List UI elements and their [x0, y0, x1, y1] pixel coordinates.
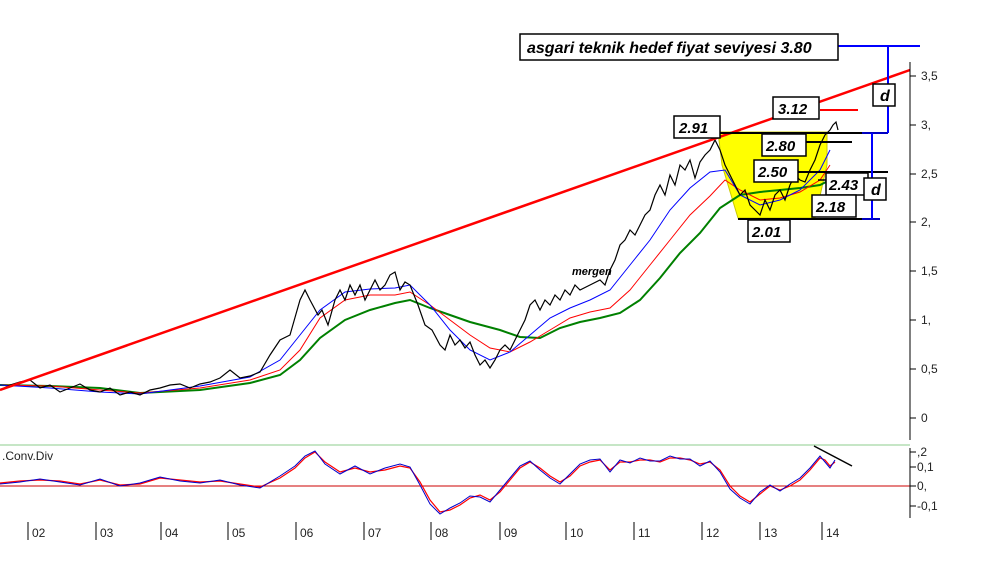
y-tick-label: 3, — [921, 118, 931, 132]
label-d-lower: d — [871, 182, 882, 199]
y-tick-label: 2,5 — [921, 167, 938, 181]
label-d-upper: d — [880, 88, 891, 105]
label-box-3-12: 3.12 — [772, 96, 820, 120]
x-tick-label: 12 — [706, 526, 720, 540]
y-tick-label: 3,5 — [921, 69, 938, 83]
label-box-2-80: 2.80 — [761, 133, 807, 157]
x-tick-label: 06 — [300, 526, 314, 540]
divergence-line — [813, 445, 853, 467]
x-tick-label: 07 — [368, 526, 382, 540]
x-axis — [0, 519, 910, 540]
oscillator-macd — [0, 450, 836, 515]
watermark-mergen: mergen — [572, 266, 612, 278]
oscillator-y-tick-label: ,2 — [917, 445, 927, 459]
target-label: asgari teknik hedef fiyat seviyesi 3.80 — [527, 40, 812, 57]
x-tick-label: 09 — [504, 526, 518, 540]
x-tick-label: 11 — [638, 526, 651, 540]
label-box-d-lower: d — [863, 177, 887, 201]
oscillator-y-tick-label: 0, — [917, 479, 927, 493]
label-2-18: 2.18 — [815, 199, 846, 216]
moving-average-mid — [0, 164, 831, 394]
price-series — [0, 120, 839, 396]
label-2-43: 2.43 — [828, 177, 859, 194]
x-tick-label: 13 — [764, 526, 778, 540]
moving-average-long — [0, 179, 831, 395]
x-tick-label: 04 — [165, 526, 179, 540]
target-label-box: asgari teknik hedef fiyat seviyesi 3.80 — [519, 33, 839, 61]
trendline — [0, 68, 911, 392]
y-tick-label: 0,5 — [921, 362, 938, 376]
label-2-80: 2.80 — [765, 138, 796, 155]
label-2-91: 2.91 — [678, 120, 708, 137]
moving-average-short — [0, 149, 831, 395]
label-box-d-upper: d — [872, 83, 896, 107]
x-tick-label: 10 — [570, 526, 584, 540]
y-tick-label: 2, — [921, 215, 931, 229]
label-3-12: 3.12 — [778, 101, 808, 118]
oscillator-title: .Conv.Div — [2, 449, 53, 463]
label-box-2-91: 2.91 — [673, 115, 721, 139]
oscillator-y-tick-label: 0,1 — [917, 460, 934, 474]
y-tick-label: 1, — [921, 313, 931, 327]
label-2-01: 2.01 — [751, 224, 781, 241]
x-tick-label: 08 — [435, 526, 449, 540]
y-tick-label: 1,5 — [921, 264, 938, 278]
y-ticks-oscillator — [910, 451, 916, 507]
y-ticks-main — [910, 75, 916, 419]
y-tick-label: 0 — [921, 411, 928, 425]
x-tick-label: 02 — [32, 526, 46, 540]
label-box-2-01: 2.01 — [747, 219, 791, 243]
x-tick-label: 03 — [100, 526, 114, 540]
label-box-2-18: 2.18 — [811, 194, 857, 218]
label-2-50: 2.50 — [757, 164, 788, 181]
oscillator-y-tick-label: -0,1 — [917, 499, 938, 513]
x-tick-label: 14 — [826, 526, 840, 540]
label-box-2-43: 2.43 — [825, 172, 869, 196]
label-box-2-50: 2.50 — [753, 159, 799, 183]
x-tick-label: 05 — [232, 526, 246, 540]
